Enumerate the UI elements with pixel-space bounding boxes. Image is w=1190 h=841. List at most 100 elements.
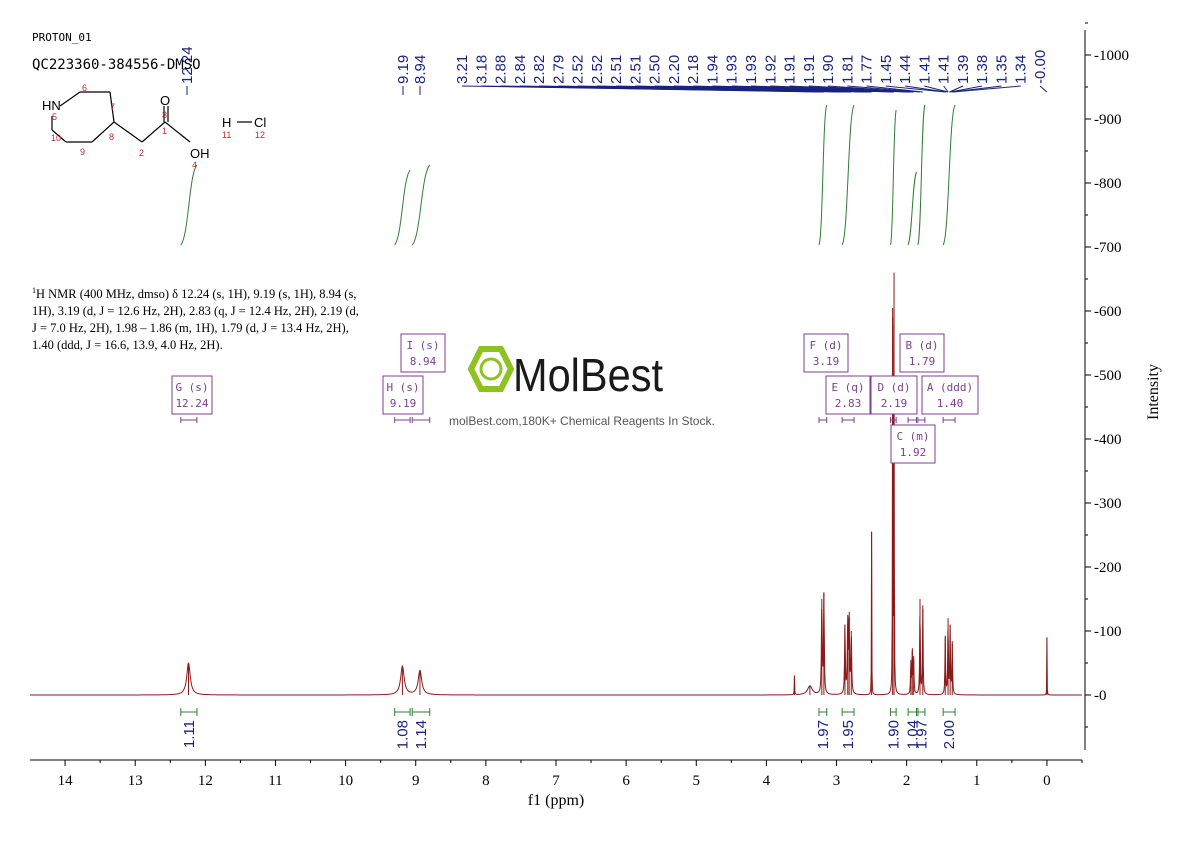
peak-label-11: 2.51: [608, 55, 625, 84]
multiplet-label-C: C (m): [896, 430, 929, 443]
multiplet-label-B: B (d): [905, 339, 938, 352]
peak-label-7: 2.82: [531, 55, 548, 84]
multiplet-box-D: [870, 375, 918, 415]
integral-curve-4: [841, 104, 855, 246]
integral-value-7: 1.97: [913, 720, 930, 749]
multiplet-shift-B: 1.79: [909, 355, 936, 368]
x-tick-label-1: 1: [973, 773, 981, 789]
peak-label-26: 1.44: [897, 55, 914, 84]
peak-label-connector-24: [866, 85, 923, 93]
multiplet-label-F: F (d): [809, 339, 842, 352]
x-tick-label-12: 12: [198, 773, 213, 789]
peak-label-25: 1.45: [878, 55, 895, 84]
molbest-brand: MolBest: [513, 349, 663, 401]
x-tick-label-11: 11: [268, 773, 282, 789]
peak-label-connector-30: [950, 85, 983, 93]
multiplet-box-G: [171, 375, 213, 415]
integral-value-8: 2.00: [941, 720, 958, 749]
nmr-description-line-3: J = 7.0 Hz, 2H), 1.98 – 1.86 (m, 1H), 1.…: [32, 321, 349, 336]
peak-label-14: 2.20: [666, 55, 683, 84]
multiplet-label-E: E (q): [831, 381, 864, 394]
nmr-description-line-2: 1H), 3.19 (d, J = 12.6 Hz, 2H), 2.83 (q,…: [32, 304, 359, 319]
peak-label-5: 2.88: [493, 55, 510, 84]
peak-label-20: 1.91: [782, 55, 799, 84]
x-tick-label-10: 10: [338, 773, 353, 789]
peak-label-17: 1.93: [724, 55, 741, 84]
integral-value-6: 1.04: [904, 720, 921, 749]
molbest-logo: MolBest: [467, 346, 663, 401]
atom-number-9: 9: [80, 147, 85, 157]
peak-label-9: 2.52: [570, 55, 587, 84]
peak-label-21: 1.91: [801, 55, 818, 84]
peak-label-10: 2.52: [589, 55, 606, 84]
multiplet-box-I: [400, 333, 446, 373]
multiplet-label-I: I (s): [406, 339, 439, 352]
integral-value-3: 1.97: [815, 720, 832, 749]
x-tick-label-8: 8: [482, 773, 490, 789]
peak-label-2: 8.94: [412, 55, 429, 84]
peak-label-4: 3.18: [473, 55, 490, 84]
peak-label-18: 1.93: [743, 55, 760, 84]
peak-label-15: 2.18: [685, 55, 702, 84]
peak-label-connector-26: [905, 85, 947, 93]
x-tick-label-7: 7: [552, 773, 560, 789]
peak-label-connector-22: [828, 85, 914, 93]
peak-label-connector-29: [949, 85, 964, 93]
x-tick-label-14: 14: [58, 773, 74, 789]
y-tick-label-600: -600: [1094, 304, 1122, 320]
nmr-description-line-4: 1.40 (ddd, J = 16.6, 13.9, 4.0 Hz, 2H).: [32, 338, 223, 353]
nmr-description: 1H NMR (400 MHz, dmso) δ 12.24 (s, 1H), …: [32, 282, 397, 354]
peak-label-23: 1.81: [839, 55, 856, 84]
multiplet-box-C: [890, 424, 936, 464]
multiplet-box-E: [825, 375, 871, 415]
integral-value-0: 1.11: [181, 720, 198, 748]
peak-label-connector-23: [847, 85, 921, 93]
peak-label-connector-27: [924, 85, 949, 93]
integral-curve-7: [917, 104, 926, 246]
peak-label-connector-13: [654, 85, 872, 93]
peak-label-16: 1.94: [704, 55, 721, 84]
atom-number-6: 6: [82, 83, 87, 93]
peak-label-33: -0.00: [1032, 50, 1049, 84]
integral-curve-0: [180, 164, 198, 246]
atom-cl: Cl: [254, 115, 266, 130]
atom-number-11: 11: [222, 130, 231, 140]
atom-number-2: 2: [139, 148, 144, 158]
molbest-tagline: molBest.com,180K+ Chemical Reagents In S…: [449, 414, 715, 428]
x-tick-label-2: 2: [903, 773, 911, 789]
multiplet-box-F: [803, 333, 849, 373]
multiplet-shift-I: 8.94: [410, 355, 437, 368]
peak-label-connector-32: [952, 85, 1021, 93]
peak-label-29: 1.39: [955, 55, 972, 84]
x-tick-label-3: 3: [833, 773, 841, 789]
molecule-structure: HN O OH H Cl 1 2 3 4 5 6 7 8 9 10 11 12: [42, 83, 266, 170]
multiplet-label-D: D (d): [877, 381, 910, 394]
peak-label-connector-33: [1039, 85, 1048, 93]
multiplet-shift-A: 1.40: [937, 397, 964, 410]
atom-oh: OH: [190, 146, 210, 161]
hexagon-inner-ring-icon: [479, 357, 503, 381]
multiplet-box-B: [899, 333, 945, 373]
multiplet-label-A: A (ddd): [927, 381, 973, 394]
nucleus-superscript: 1: [32, 286, 36, 295]
peak-label-connector-15: [693, 85, 895, 93]
integral-curve-2: [411, 164, 431, 246]
y-tick-label-800: -800: [1094, 176, 1122, 192]
y-axis-label: Intensity: [1145, 364, 1162, 420]
atom-o-carbonyl: O: [160, 93, 170, 108]
hexagon-logo-icon: [467, 346, 515, 392]
integral-value-2: 1.14: [413, 720, 430, 749]
y-tick-label-300: -300: [1094, 496, 1122, 512]
multiplet-shift-H: 9.19: [390, 397, 417, 410]
atom-number-8: 8: [109, 132, 114, 142]
peak-label-24: 1.77: [859, 55, 876, 84]
y-tick-label-200: -200: [1094, 560, 1122, 576]
peak-label-12: 2.51: [627, 55, 644, 84]
peak-label-28: 1.41: [936, 55, 953, 84]
x-tick-label-9: 9: [412, 773, 420, 789]
peak-label-connector-25: [885, 85, 946, 93]
peak-label-6: 2.84: [512, 55, 529, 84]
peak-label-32: 1.34: [1013, 55, 1030, 84]
y-tick-label-700: -700: [1094, 240, 1122, 256]
